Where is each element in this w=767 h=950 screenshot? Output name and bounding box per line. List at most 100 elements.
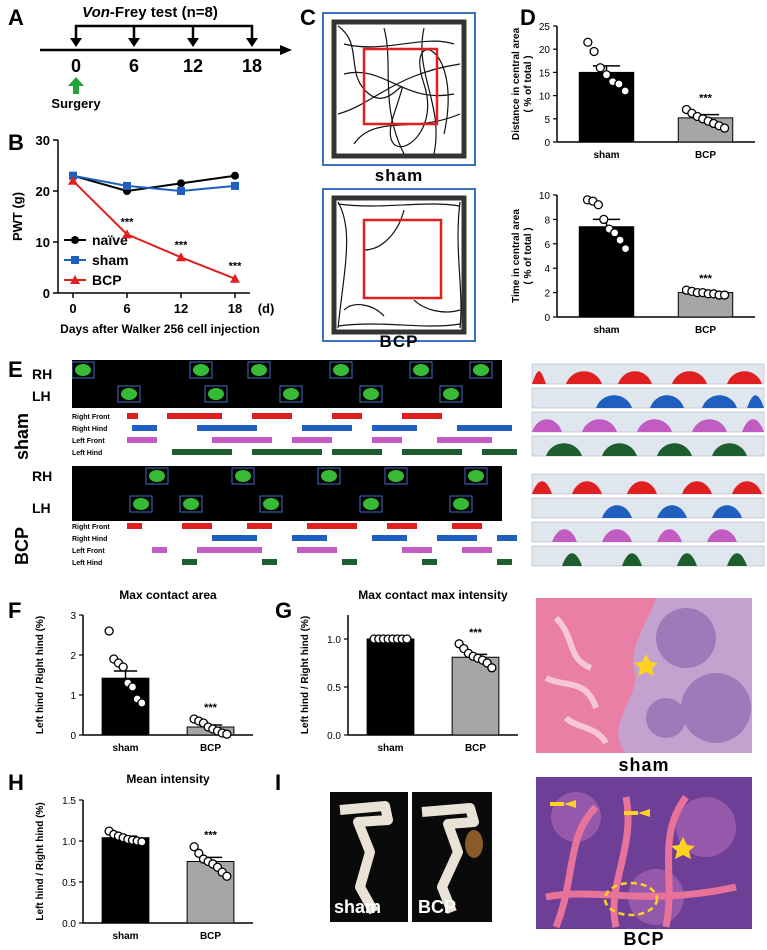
legend-marker bbox=[70, 275, 80, 284]
category-label: sham bbox=[377, 743, 403, 754]
panel-label-d: D bbox=[520, 5, 536, 30]
paw-box bbox=[129, 495, 153, 513]
paw-box bbox=[247, 361, 271, 379]
gait-stance-bar bbox=[302, 425, 352, 431]
data-point bbox=[620, 86, 630, 96]
open-field-bcp bbox=[322, 188, 476, 342]
gait-row-label: Right Hind bbox=[72, 536, 107, 543]
paw-box bbox=[145, 467, 169, 485]
gait-row-label: Left Front bbox=[72, 548, 105, 555]
data-point bbox=[118, 662, 128, 672]
y-tick-label: 15 bbox=[539, 68, 551, 79]
series-line-sham bbox=[72, 174, 236, 193]
gait-stance-bar bbox=[182, 523, 212, 529]
open-field-bcp-label: BCP bbox=[379, 332, 419, 351]
gait-row-label: Left Front bbox=[72, 438, 105, 445]
gait-stance-bar bbox=[437, 437, 492, 443]
gait-stance-bar bbox=[127, 437, 157, 443]
sham-histology-image bbox=[536, 598, 752, 753]
paw-box bbox=[259, 495, 283, 513]
gait-stance-bar bbox=[197, 425, 257, 431]
wave-hump bbox=[657, 443, 692, 456]
gait-row-label: Right Hind bbox=[72, 426, 107, 433]
gait-stance-bar bbox=[497, 559, 512, 565]
wave-hump bbox=[727, 553, 747, 566]
data-point bbox=[231, 181, 239, 190]
pwt-line-chart: 0 10 20 30 0 6 12 18 (d) Days after Walker 256 ce… bbox=[10, 133, 274, 336]
paw-box bbox=[317, 467, 341, 485]
tick-label: 12 bbox=[183, 56, 203, 76]
data-point bbox=[137, 837, 147, 847]
paw-print bbox=[321, 470, 337, 482]
gait-stance-bar bbox=[152, 547, 167, 553]
category-label: sham bbox=[112, 931, 138, 942]
gait-stance-bar bbox=[182, 559, 197, 565]
wave-track bbox=[531, 521, 765, 543]
panel-label-i: I bbox=[275, 770, 282, 795]
data-point bbox=[104, 626, 114, 636]
significance-label: *** bbox=[175, 239, 189, 251]
y-tick-label: 10 bbox=[539, 191, 551, 202]
gait-stance-bar bbox=[402, 413, 442, 419]
wave-hump bbox=[692, 419, 727, 432]
y-tick-label: 10 bbox=[539, 92, 551, 103]
center-zone-square bbox=[362, 218, 443, 300]
legend-label: naïve bbox=[92, 232, 128, 248]
data-point bbox=[487, 663, 497, 673]
paw-box bbox=[409, 361, 433, 379]
data-point bbox=[601, 70, 612, 80]
panel-label-e: E bbox=[8, 357, 23, 382]
data-point bbox=[177, 187, 185, 195]
gait-stance-bar bbox=[422, 559, 437, 565]
gait-stance-bar bbox=[212, 535, 257, 541]
wave-hump bbox=[672, 371, 707, 384]
paw-print bbox=[235, 470, 251, 482]
y-tick-label: 20 bbox=[539, 45, 551, 56]
wave-hump bbox=[627, 481, 657, 494]
sham-paw-image: sham bbox=[330, 792, 408, 922]
bcp-paw-image: BCP bbox=[412, 792, 492, 922]
surgery-label: Surgery bbox=[51, 96, 101, 111]
histology-bcp-label: BCP bbox=[623, 929, 665, 949]
gait-stance-bar bbox=[252, 449, 322, 455]
data-point bbox=[123, 181, 131, 190]
y-axis-label: Left hind / Right hind (%) bbox=[300, 616, 311, 734]
gait-stance-bar bbox=[332, 413, 362, 419]
y-tick-label: 25 bbox=[539, 22, 551, 33]
timeline-arrowhead bbox=[280, 45, 292, 55]
y-tick-label: 0 bbox=[43, 286, 50, 301]
panel-label-f: F bbox=[8, 598, 22, 623]
y-tick-label: 1.0 bbox=[62, 837, 76, 848]
panel-label-a: A bbox=[8, 5, 24, 30]
max-contact-area-chart: Max contact area 0 1 2 3 Left hind / Right hi… bbox=[35, 588, 253, 754]
paw-print bbox=[443, 388, 459, 400]
wave-hump bbox=[712, 443, 747, 456]
wave-track bbox=[531, 545, 765, 567]
significance-label: *** bbox=[699, 273, 713, 285]
gait-stance-bar bbox=[132, 425, 157, 431]
bcp-histology-image bbox=[536, 777, 752, 929]
y-axis-label: Left hind / Right hind (%) bbox=[35, 802, 46, 920]
gait-stance-bar bbox=[332, 449, 382, 455]
gait-stance-bar bbox=[457, 425, 512, 431]
paw-print bbox=[363, 388, 379, 400]
category-label: sham bbox=[593, 325, 619, 336]
paw-print bbox=[183, 498, 199, 510]
y-tick-label: 0 bbox=[544, 313, 550, 324]
y-tick-label: 4 bbox=[544, 264, 550, 275]
significance-label: *** bbox=[204, 830, 218, 842]
significance-label: *** bbox=[204, 702, 218, 714]
data-point bbox=[614, 79, 624, 89]
bcp-footprint-strip bbox=[72, 466, 502, 521]
gait-row-label: Left Hind bbox=[72, 560, 102, 567]
paw-print bbox=[453, 498, 469, 510]
gait-stance-bar bbox=[262, 559, 277, 565]
wave-hump bbox=[747, 395, 764, 408]
data-point bbox=[402, 634, 412, 644]
significance-label: *** bbox=[121, 216, 135, 228]
y-tick-label: 8 bbox=[544, 215, 550, 226]
panel-label-c: C bbox=[300, 5, 316, 30]
data-point bbox=[610, 228, 620, 238]
wave-track bbox=[531, 435, 765, 457]
panel-label-g: G bbox=[275, 598, 293, 623]
